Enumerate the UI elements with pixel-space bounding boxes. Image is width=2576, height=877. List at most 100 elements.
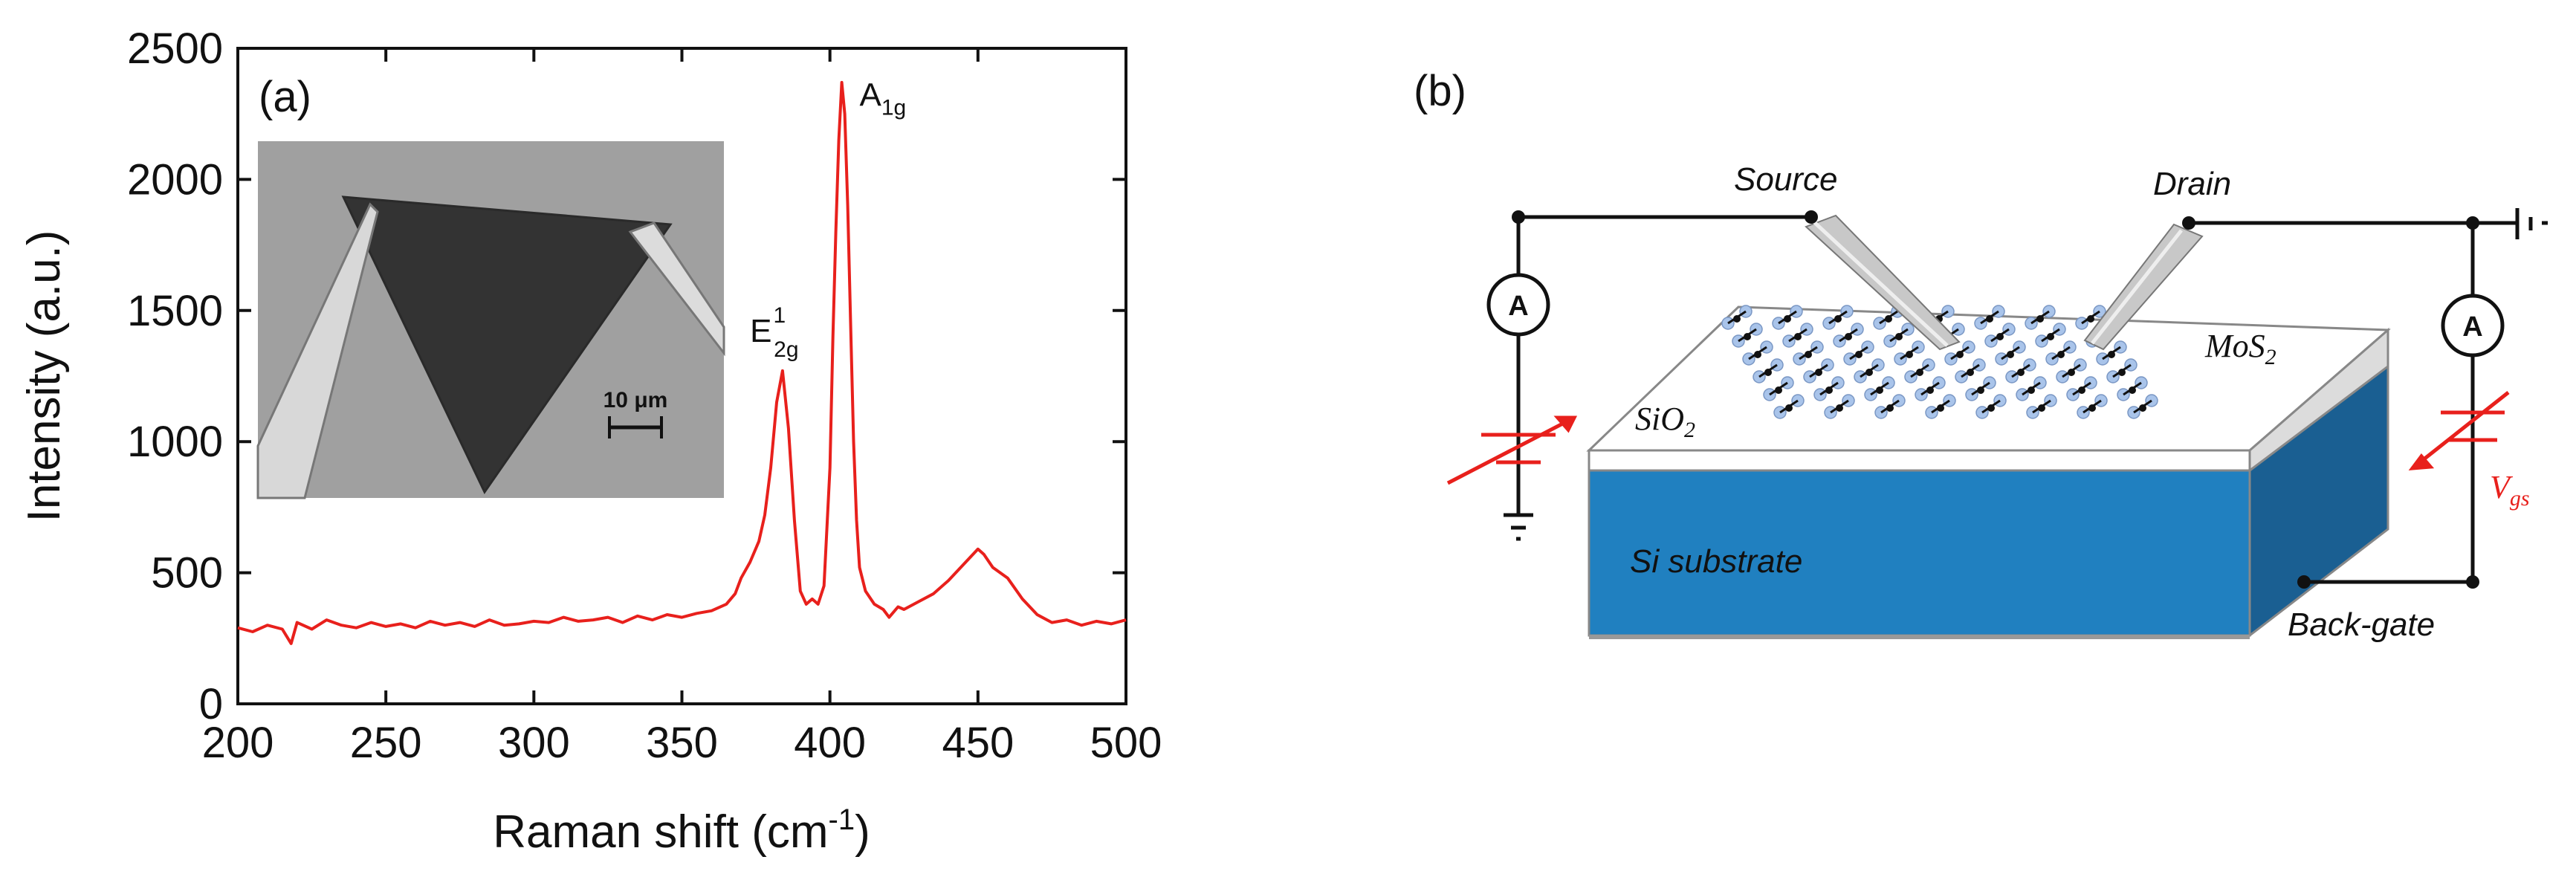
y-tick-label: 1000 [127, 418, 223, 466]
sio2-side-face [2248, 327, 2389, 473]
x-tick-label: 250 [350, 719, 422, 767]
x-tick-label: 350 [646, 719, 718, 767]
mos2-bond [1990, 328, 2010, 343]
mos2-bond [1931, 399, 1950, 414]
sio2-label: SiO2 [1635, 401, 1695, 442]
mos2-bond [2112, 363, 2132, 378]
mos2-bond [1870, 381, 1889, 396]
mos2-bond [2041, 328, 2060, 343]
y-tick-label: 0 [199, 680, 223, 728]
y-tick-label: 500 [151, 549, 223, 598]
panel-a-label: (a) [259, 73, 311, 121]
y-tick-label: 1500 [127, 287, 223, 335]
mos2-bond [1839, 328, 1858, 343]
mos2-bond [2102, 346, 2121, 360]
sem-inset-image: 10 μm [256, 141, 725, 499]
mos2-bond [2062, 363, 2081, 378]
svg-text:A: A [1508, 291, 1528, 322]
y-axis-label: Intensity (a.u.) [19, 230, 70, 522]
mos2-bond [2051, 346, 2071, 360]
peak-label-e2g: E1 2g [750, 303, 798, 362]
probe-tip-right [628, 221, 725, 357]
mos2-bond [1727, 310, 1747, 325]
mos2-bond [2030, 310, 2050, 325]
wire-node [1805, 210, 1818, 224]
probe-tip-left [256, 202, 379, 499]
x-tick-label: 300 [498, 719, 570, 767]
ammeter-left: A [1486, 273, 1550, 337]
mos2-bond [1738, 328, 1757, 343]
mos2-bond [2001, 346, 2020, 360]
mos2-bond [1778, 310, 1797, 325]
drain-probe [2083, 223, 2204, 351]
mos2-bond [1758, 363, 1778, 378]
mos2-bond [1880, 399, 1900, 414]
wire-node [2466, 575, 2479, 589]
mos2-bond [1830, 399, 1849, 414]
mos2-bond [1819, 381, 1839, 396]
mos2-flake-triangle [341, 195, 673, 494]
voltage-source-left [1446, 415, 1578, 485]
mos2-bond [2083, 399, 2102, 414]
sio2-front-face [1588, 449, 2251, 472]
mos2-bond [1748, 346, 1767, 360]
y-axis-ticks: 0 500 1000 1500 2000 2500 [127, 25, 1126, 728]
back-gate-label: Back-gate [2288, 606, 2435, 643]
mos2-bond [1961, 363, 1980, 378]
mos2-bond [1889, 328, 1909, 343]
mos2-bond [2072, 381, 2091, 396]
raman-spectrum-line [237, 80, 1127, 645]
mos2-bond [1900, 346, 1919, 360]
x-tick-label: 500 [1090, 719, 1162, 767]
mos2-bond [2011, 363, 2030, 378]
si-substrate-label: Si substrate [1630, 543, 1802, 580]
mos2-bond [1809, 363, 1828, 378]
ground-left [1504, 513, 1533, 541]
raman-chart: 0 500 1000 1500 2000 2500 200 250 300 350 400 450 5… [19, 25, 1162, 858]
ammeter-right: A [2441, 294, 2505, 357]
mos2-bond [1879, 310, 1898, 325]
mos2-bond [2133, 399, 2152, 414]
mos2-bond [1828, 310, 1848, 325]
mos2-bond [1950, 346, 1970, 360]
mos2-label: MoS2 [2204, 328, 2276, 369]
ground-right [2515, 208, 2548, 239]
mos2-bond [1849, 346, 1868, 360]
wire-node [2466, 216, 2479, 230]
mos2-bond [1799, 346, 1818, 360]
x-tick-label: 200 [202, 719, 274, 767]
source-label: Source [1734, 161, 1837, 198]
wire-node [2182, 216, 2195, 230]
mos2-bond [1920, 381, 1940, 396]
x-tick-label: 400 [794, 719, 866, 767]
y-tick-label: 2000 [127, 155, 223, 204]
peak-label-a1g: A1g [860, 77, 907, 120]
voltage-source-right [2408, 391, 2510, 470]
x-tick-label: 450 [942, 719, 1014, 767]
wire-node [1512, 210, 1525, 224]
mos2-bond [2032, 399, 2051, 414]
mos2-bond [2123, 381, 2142, 396]
mos2-bond [1981, 399, 2001, 414]
mos2-bond [1779, 399, 1799, 414]
fet-device-diagram: (b) [1414, 67, 2548, 643]
mos2-bond [2022, 381, 2041, 396]
vgs-label: Vgs [2490, 469, 2530, 511]
scale-bar-label: 10 μm [603, 388, 668, 412]
mos2-bond [1980, 310, 1999, 325]
wire-node [2297, 575, 2311, 589]
mos2-bond [1788, 328, 1808, 343]
y-tick-label: 2500 [127, 25, 223, 73]
mos2-bond [1769, 381, 1788, 396]
x-axis-ticks: 200 250 300 350 400 450 500 [202, 48, 1162, 767]
svg-text:A: A [2462, 311, 2482, 343]
panel-b-label: (b) [1414, 67, 1466, 115]
x-axis-label: Raman shift (cm-1) [493, 803, 870, 858]
mos2-lattice [1721, 305, 2158, 419]
drain-label: Drain [2153, 166, 2231, 202]
source-probe [1805, 214, 1961, 351]
mos2-bond [1860, 363, 1879, 378]
mos2-bond [1971, 381, 1990, 396]
mos2-bond [2081, 310, 2100, 325]
